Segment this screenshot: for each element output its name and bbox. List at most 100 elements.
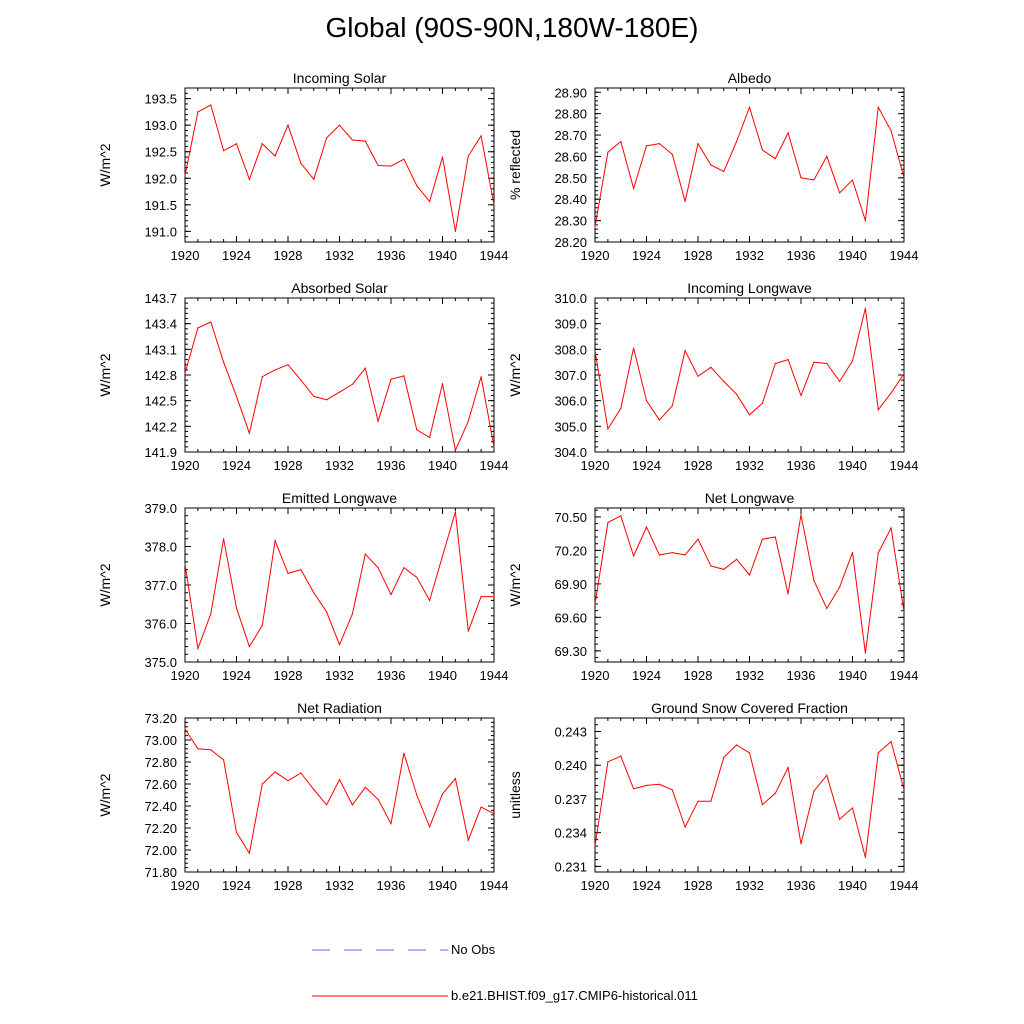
data-point: [274, 771, 276, 773]
data-point: [774, 792, 776, 794]
data-point: [761, 538, 763, 540]
data-point: [633, 555, 635, 557]
y-tick-label: 72.60: [144, 777, 177, 792]
data-point: [864, 220, 866, 222]
y-tick-label: 306.0: [554, 394, 587, 409]
data-point: [890, 741, 892, 743]
data-point: [235, 831, 238, 834]
y-tick-label: 305.0: [554, 419, 587, 434]
data-point: [338, 779, 341, 781]
x-tick-label: 1932: [735, 878, 764, 893]
x-tick-label: 1928: [274, 668, 303, 683]
data-point: [248, 646, 250, 648]
data-point: [326, 611, 328, 613]
data-point: [248, 178, 250, 180]
data-point: [403, 752, 405, 754]
x-tick-label: 1940: [428, 458, 457, 473]
data-point: [607, 761, 609, 763]
x-tick-label: 1944: [890, 458, 919, 473]
data-point: [390, 823, 392, 825]
x-tick-label: 1944: [890, 878, 919, 893]
x-tick-label: 1944: [890, 248, 919, 263]
data-point: [210, 104, 212, 106]
y-tick-label: 192.0: [144, 171, 177, 186]
y-tick-label: 142.2: [144, 419, 177, 434]
data-point: [403, 158, 405, 160]
data-point: [454, 777, 456, 780]
data-point: [300, 379, 302, 381]
data-point: [826, 607, 828, 610]
x-tick-label: 1928: [274, 458, 303, 473]
y-tick-label: 28.30: [554, 214, 587, 229]
data-point: [441, 156, 444, 158]
data-point: [800, 177, 802, 179]
x-tick-label: 1936: [377, 668, 406, 683]
data-point: [645, 400, 648, 402]
data-point: [377, 164, 379, 167]
y-tick-label: 308.0: [554, 342, 587, 357]
y-tick-label: 0.237: [554, 792, 587, 807]
data-point: [377, 420, 379, 422]
data-point: [493, 204, 495, 206]
data-point: [890, 527, 892, 529]
x-tick-label: 1932: [735, 668, 764, 683]
x-tick-label: 1936: [377, 248, 406, 263]
y-tick-label: 379.0: [144, 501, 177, 516]
x-tick-label: 1920: [581, 878, 610, 893]
data-point: [748, 106, 751, 108]
data-point: [274, 369, 276, 371]
data-point: [351, 613, 353, 615]
y-tick-label: 378.0: [144, 540, 177, 555]
data-point: [390, 378, 392, 380]
data-point: [184, 175, 186, 177]
data-point: [287, 572, 289, 575]
data-point: [184, 372, 186, 374]
panel-albedo: 1920 1924 1928 1932 1936 1940 1944 28.20 28.30 28…: [507, 70, 918, 263]
data-point: [710, 164, 712, 166]
data-point: [903, 789, 905, 791]
data-point: [774, 536, 776, 538]
data-point: [454, 449, 456, 451]
data-point: [197, 748, 199, 750]
x-tick-label: 1924: [222, 248, 251, 263]
data-point: [826, 774, 828, 776]
data-point: [364, 367, 366, 369]
y-tick-label: 72.20: [144, 821, 177, 836]
data-point: [364, 553, 366, 555]
x-tick-label: 1924: [632, 458, 661, 473]
data-point: [377, 567, 379, 569]
data-point: [697, 800, 699, 802]
x-tick-label: 1940: [838, 458, 867, 473]
data-point: [416, 429, 418, 431]
x-tick-label: 1924: [222, 668, 251, 683]
data-point: [851, 807, 854, 809]
panel-ground-snow-covered-fraction: 1920 1924 1928 1932 1936 1940 1944 0.231 0.234 0.…: [507, 700, 918, 893]
x-tick-label: 1924: [632, 878, 661, 893]
data-point: [210, 749, 212, 751]
y-tick-label: 69.30: [554, 644, 587, 659]
data-point: [787, 359, 789, 361]
y-tick-label: 28.90: [554, 85, 587, 100]
y-tick-label: 377.0: [144, 578, 177, 593]
data-point: [697, 375, 699, 377]
data-point: [697, 143, 699, 145]
data-point: [671, 789, 673, 791]
data-point: [903, 177, 905, 179]
x-tick-label: 1932: [735, 248, 764, 263]
x-tick-label: 1940: [838, 248, 867, 263]
data-point: [710, 366, 712, 368]
x-tick-label: 1944: [480, 248, 509, 263]
data-point: [313, 788, 315, 791]
data-point: [864, 307, 866, 309]
y-tick-label: 28.50: [554, 171, 587, 186]
data-point: [441, 793, 444, 795]
data-point: [851, 179, 854, 181]
data-point: [787, 766, 789, 769]
data-point: [839, 818, 841, 820]
data-point: [671, 405, 673, 407]
data-point: [736, 744, 738, 746]
data-point: [774, 157, 776, 160]
y-tick-label: 73.20: [144, 711, 177, 726]
data-point: [364, 140, 366, 142]
data-point: [813, 179, 815, 181]
